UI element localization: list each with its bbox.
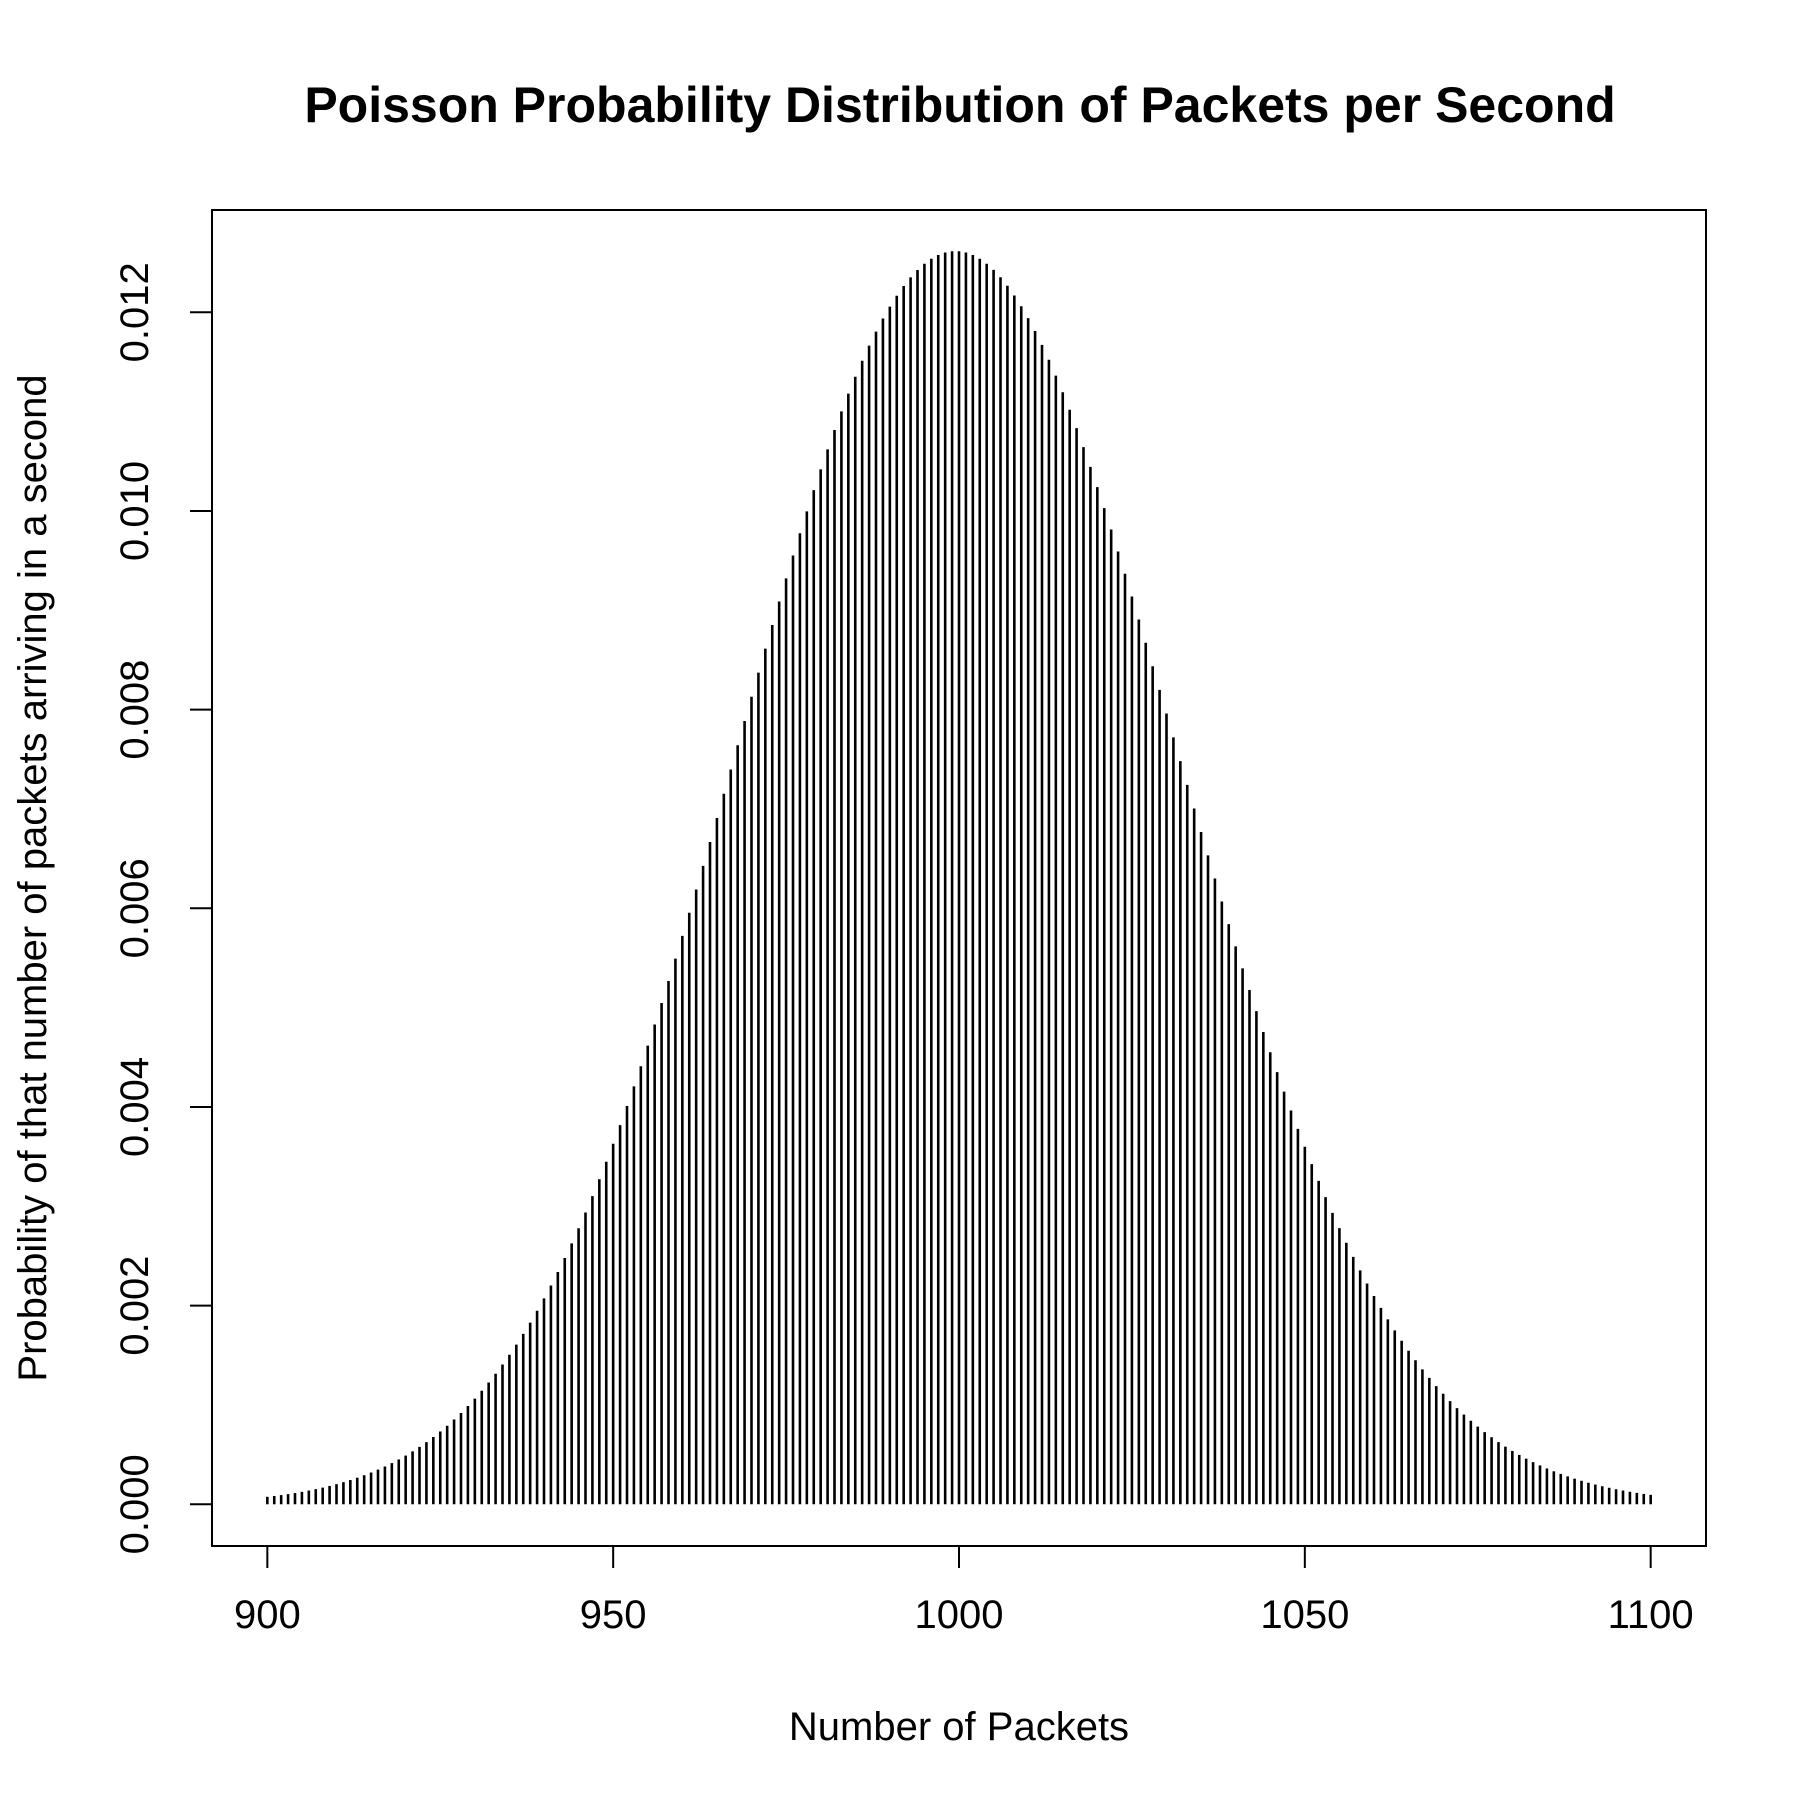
y-axis-label: Probability of that number of packets ar…	[11, 374, 55, 1381]
x-tick-label-900: 900	[234, 1593, 301, 1637]
y-axis: 0.000 0.002 0.004 0.006 0.008 0.010 0.012	[113, 262, 213, 1554]
y-tick-label-0.002: 0.002	[113, 1256, 157, 1356]
bars-group	[266, 251, 1652, 1505]
x-tick-label-1050: 1050	[1260, 1593, 1349, 1637]
y-tick-label-0.008: 0.008	[113, 660, 157, 760]
x-tick-label-950: 950	[580, 1593, 647, 1637]
y-tick-label-0.004: 0.004	[113, 1057, 157, 1157]
y-tick-label-0.012: 0.012	[113, 262, 157, 362]
x-tick-label-1100: 1100	[1608, 1593, 1694, 1637]
y-tick-label-0.006: 0.006	[113, 858, 157, 958]
y-tick-label-0.010: 0.010	[113, 461, 157, 561]
chart-title: Poisson Probability Distribution of Pack…	[304, 77, 1615, 133]
y-tick-label-0.000: 0.000	[113, 1454, 157, 1554]
x-axis-label: Number of Packets	[789, 1705, 1129, 1749]
x-axis: 900 950 1000 1050 1100	[234, 1545, 1694, 1637]
x-tick-label-1000: 1000	[915, 1593, 1004, 1637]
